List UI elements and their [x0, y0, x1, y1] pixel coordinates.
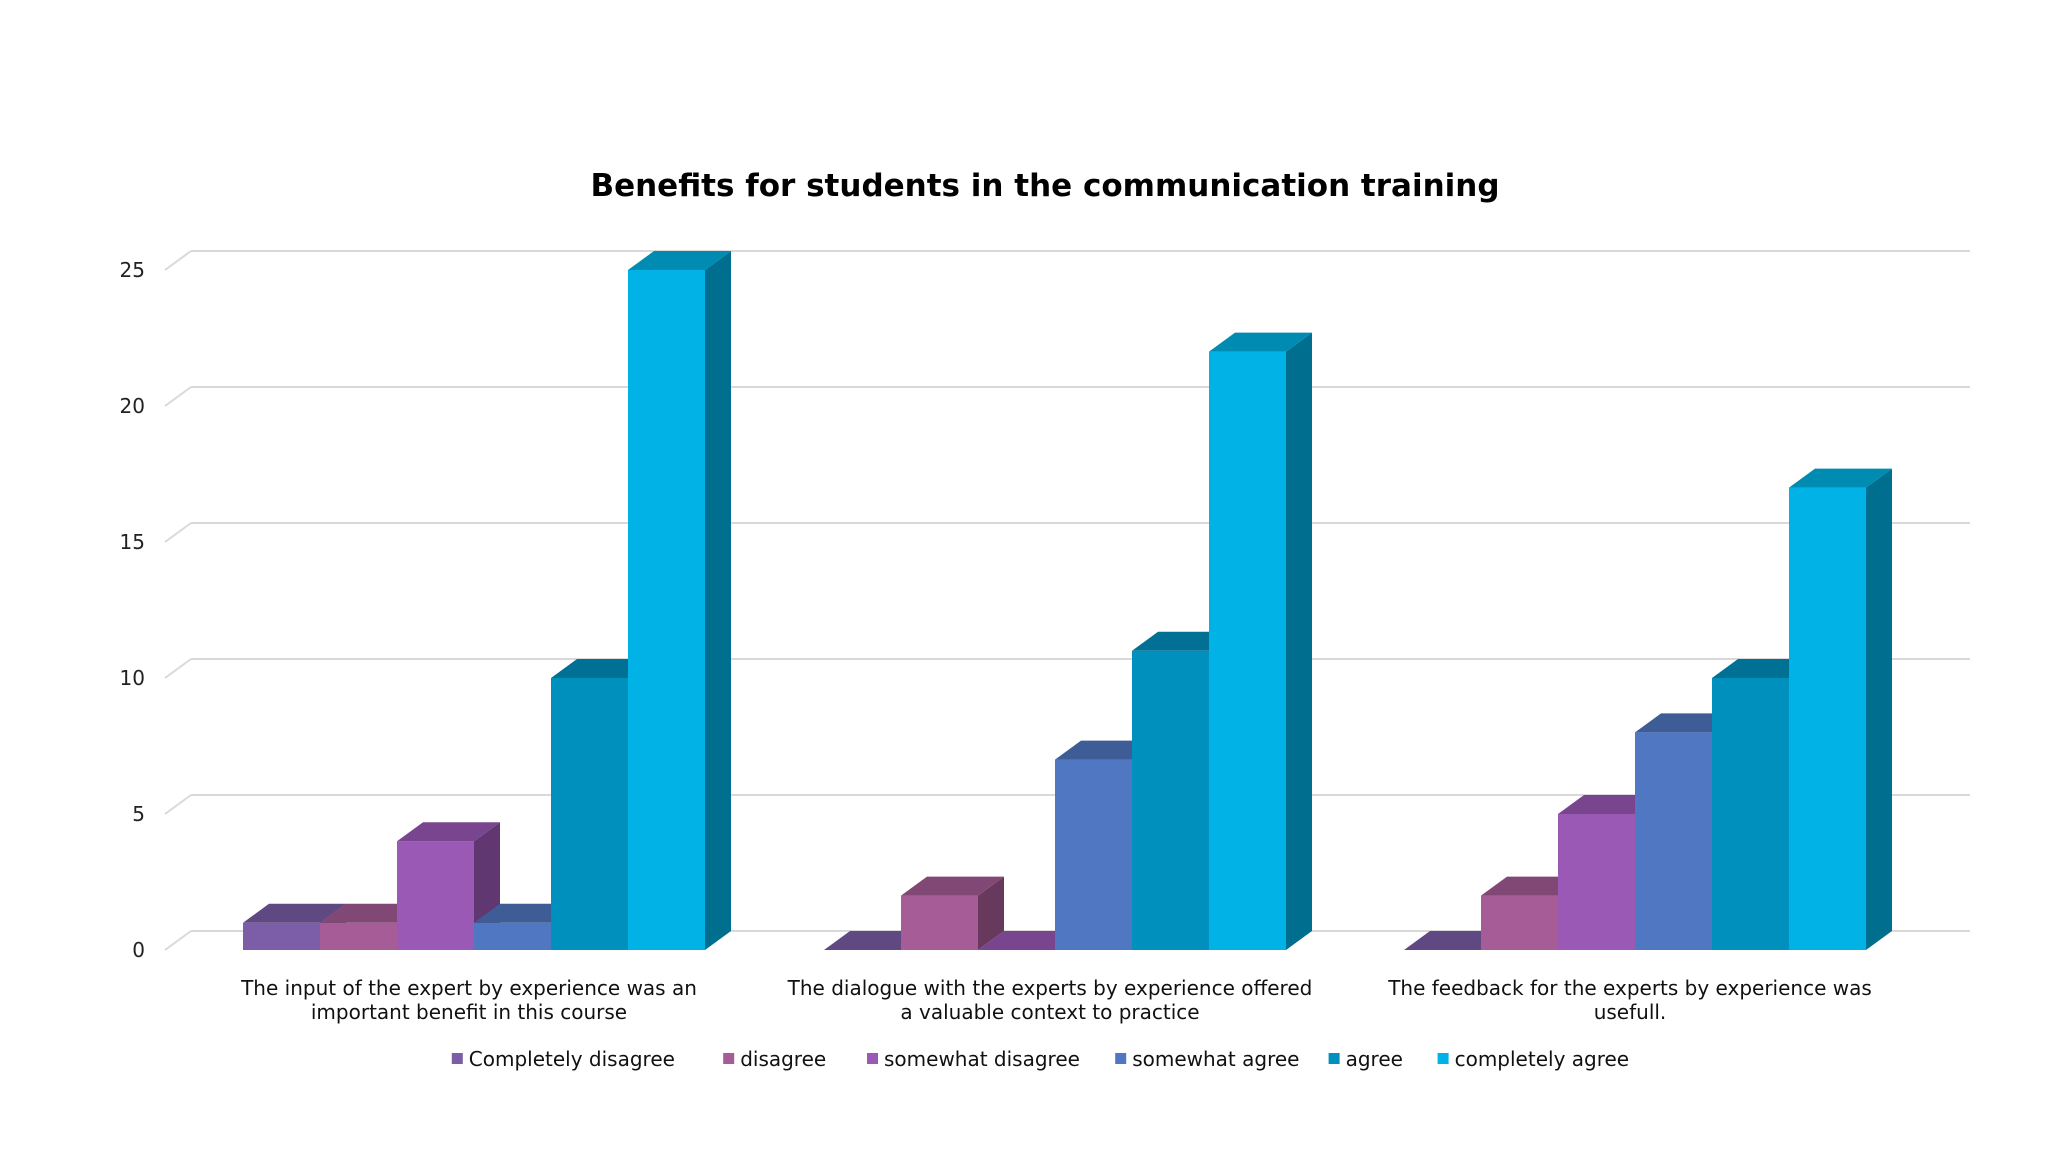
y-tick-label: 0 — [132, 938, 145, 962]
legend-item-disagree: disagree — [723, 1047, 826, 1071]
bar-front — [1558, 814, 1635, 950]
bar-top — [397, 822, 500, 842]
category-label-2: The dialogue with the experts by experie… — [787, 976, 1313, 1024]
bar-top — [901, 876, 1004, 896]
legend-swatch — [1328, 1053, 1340, 1064]
legend-swatch — [723, 1053, 735, 1064]
bar-front — [474, 922, 551, 950]
y-tick-label: 25 — [120, 258, 145, 282]
bar-top — [1789, 468, 1892, 488]
bars — [243, 251, 1892, 951]
bar-front — [320, 922, 397, 950]
bar-front — [1481, 895, 1558, 950]
legend-item-somewhat-disagree: somewhat disagree — [867, 1047, 1080, 1071]
bar-side — [1866, 468, 1892, 950]
bar-2-disagree — [901, 876, 1004, 950]
bar-front — [1209, 351, 1286, 951]
category-label-line: important benefit in this course — [311, 1000, 627, 1024]
y-tick-label: 15 — [120, 530, 145, 554]
bar-2-completely-agree — [1209, 332, 1312, 951]
legend-label: completely agree — [1455, 1047, 1630, 1071]
gridline-25-side — [164, 250, 192, 271]
bar-front — [1712, 678, 1789, 950]
gridline-0-side — [164, 930, 192, 951]
legend-swatch — [451, 1053, 463, 1064]
category-label-line: usefull. — [1594, 1000, 1667, 1024]
gridline-5-side — [164, 794, 192, 815]
legend-item-completely-agree: completely agree — [1437, 1047, 1630, 1071]
legend-item-somewhat-agree: somewhat agree — [1115, 1047, 1299, 1071]
bar-front — [1055, 759, 1132, 950]
bar-front — [243, 922, 320, 950]
bar-side — [705, 251, 731, 950]
legend-swatch — [1437, 1053, 1449, 1064]
legend-item-agree: agree — [1328, 1047, 1403, 1071]
legend-item-completely-disagree: Completely disagree — [451, 1047, 675, 1071]
legend: Completely disagree disagree somewhat disa… — [451, 1047, 1630, 1071]
gridline-10-side — [164, 658, 192, 679]
bar-top — [628, 251, 731, 270]
bar-side — [1286, 332, 1312, 951]
legend-swatch — [1115, 1053, 1127, 1064]
y-tick-label: 5 — [132, 802, 145, 826]
category-label-line: The dialogue with the experts by experie… — [787, 976, 1313, 1000]
legend-swatch — [867, 1053, 878, 1064]
category-label-3: The feedback for the experts by experien… — [1387, 976, 1872, 1024]
y-axis: 0 5 10 15 20 25 — [120, 258, 145, 962]
x-axis-categories: The input of the expert by experience wa… — [240, 976, 1872, 1024]
bar-front — [1635, 732, 1712, 950]
gridline-15-side — [164, 522, 192, 543]
bar-front — [551, 678, 628, 950]
category-label-line: The feedback for the experts by experien… — [1387, 976, 1872, 1000]
category-label-1: The input of the expert by experience wa… — [240, 976, 697, 1024]
bar-1-completely-agree — [628, 251, 731, 950]
category-label-line: The input of the expert by experience wa… — [240, 976, 697, 1000]
bar-top — [1209, 332, 1312, 352]
category-label-line: a valuable context to practice — [900, 1000, 1199, 1024]
legend-label: somewhat agree — [1132, 1047, 1299, 1071]
gridline-20-side — [164, 386, 192, 407]
bar-front — [1132, 650, 1209, 950]
bar-front — [397, 841, 474, 950]
legend-label: Completely disagree — [469, 1047, 675, 1071]
y-tick-label: 20 — [120, 394, 145, 418]
chart-title: Benefits for students in the communicati… — [590, 168, 1499, 204]
bar-front — [628, 270, 705, 950]
bar-3-completely-agree — [1789, 468, 1892, 950]
legend-label: disagree — [740, 1047, 826, 1071]
bar-top — [243, 903, 346, 923]
legend-label: somewhat disagree — [884, 1047, 1080, 1071]
bar-front — [1789, 487, 1866, 950]
legend-label: agree — [1346, 1047, 1403, 1071]
bar-front — [901, 895, 978, 950]
bar-side — [978, 876, 1004, 950]
y-tick-label: 10 — [120, 666, 145, 690]
